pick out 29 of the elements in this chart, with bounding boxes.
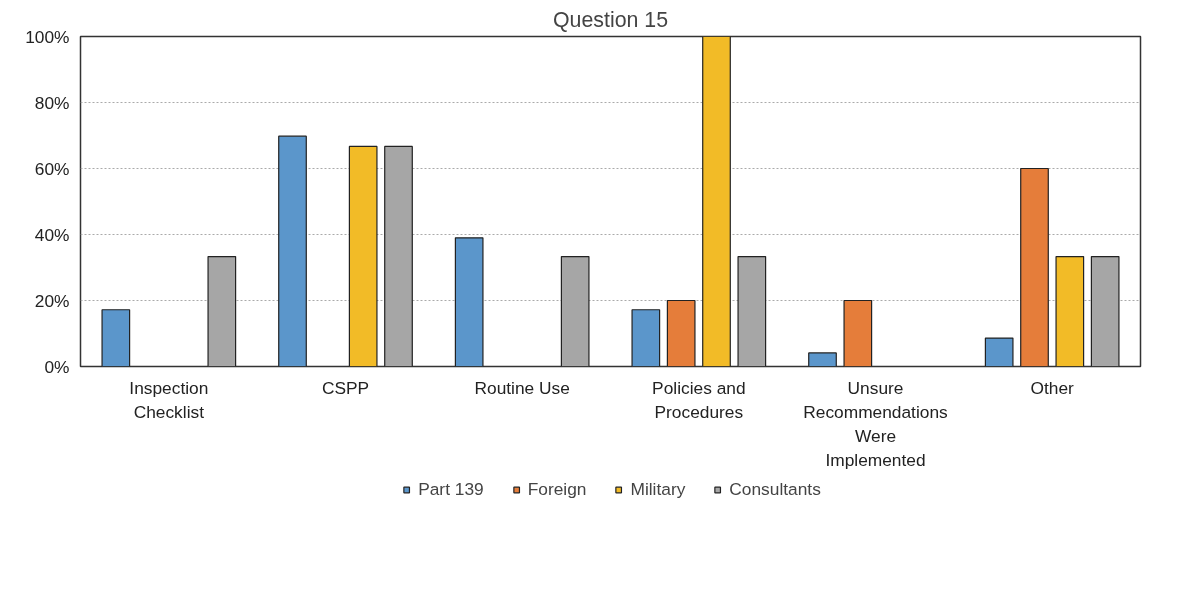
bar	[808, 352, 837, 367]
bar	[702, 36, 731, 367]
bar	[631, 309, 661, 367]
bar	[843, 299, 873, 367]
legend-label: Consultants	[729, 478, 821, 500]
legend-label: Part 139	[418, 478, 484, 500]
x-tick-label: Routine Use	[474, 377, 570, 398]
y-tick-label: 20%	[34, 290, 70, 311]
chart-title: Question 15	[552, 7, 669, 32]
x-tick-label: Other	[1030, 377, 1075, 398]
bar	[454, 237, 484, 367]
bar	[348, 145, 378, 367]
y-tick-label: 40%	[34, 224, 70, 245]
x-tick-label: Inspection Checklist	[129, 377, 209, 422]
bar	[984, 337, 1014, 367]
x-tick-label: CSPP	[321, 377, 370, 398]
x-tick-label: Unsure Recommendations Were Implemented	[803, 377, 949, 470]
bar	[1055, 256, 1085, 367]
bar	[278, 135, 307, 367]
x-tick-label: Policies and Procedures	[652, 377, 746, 422]
legend-label: Military	[630, 478, 686, 500]
bar	[666, 299, 696, 367]
legend-label: Foreign	[527, 478, 587, 500]
bar	[101, 309, 131, 367]
y-tick-label: 0%	[44, 356, 70, 377]
bar	[1020, 167, 1049, 367]
y-tick-label: 100%	[25, 26, 70, 47]
y-tick-label: 80%	[34, 92, 70, 113]
y-tick-label: 60%	[34, 158, 70, 179]
